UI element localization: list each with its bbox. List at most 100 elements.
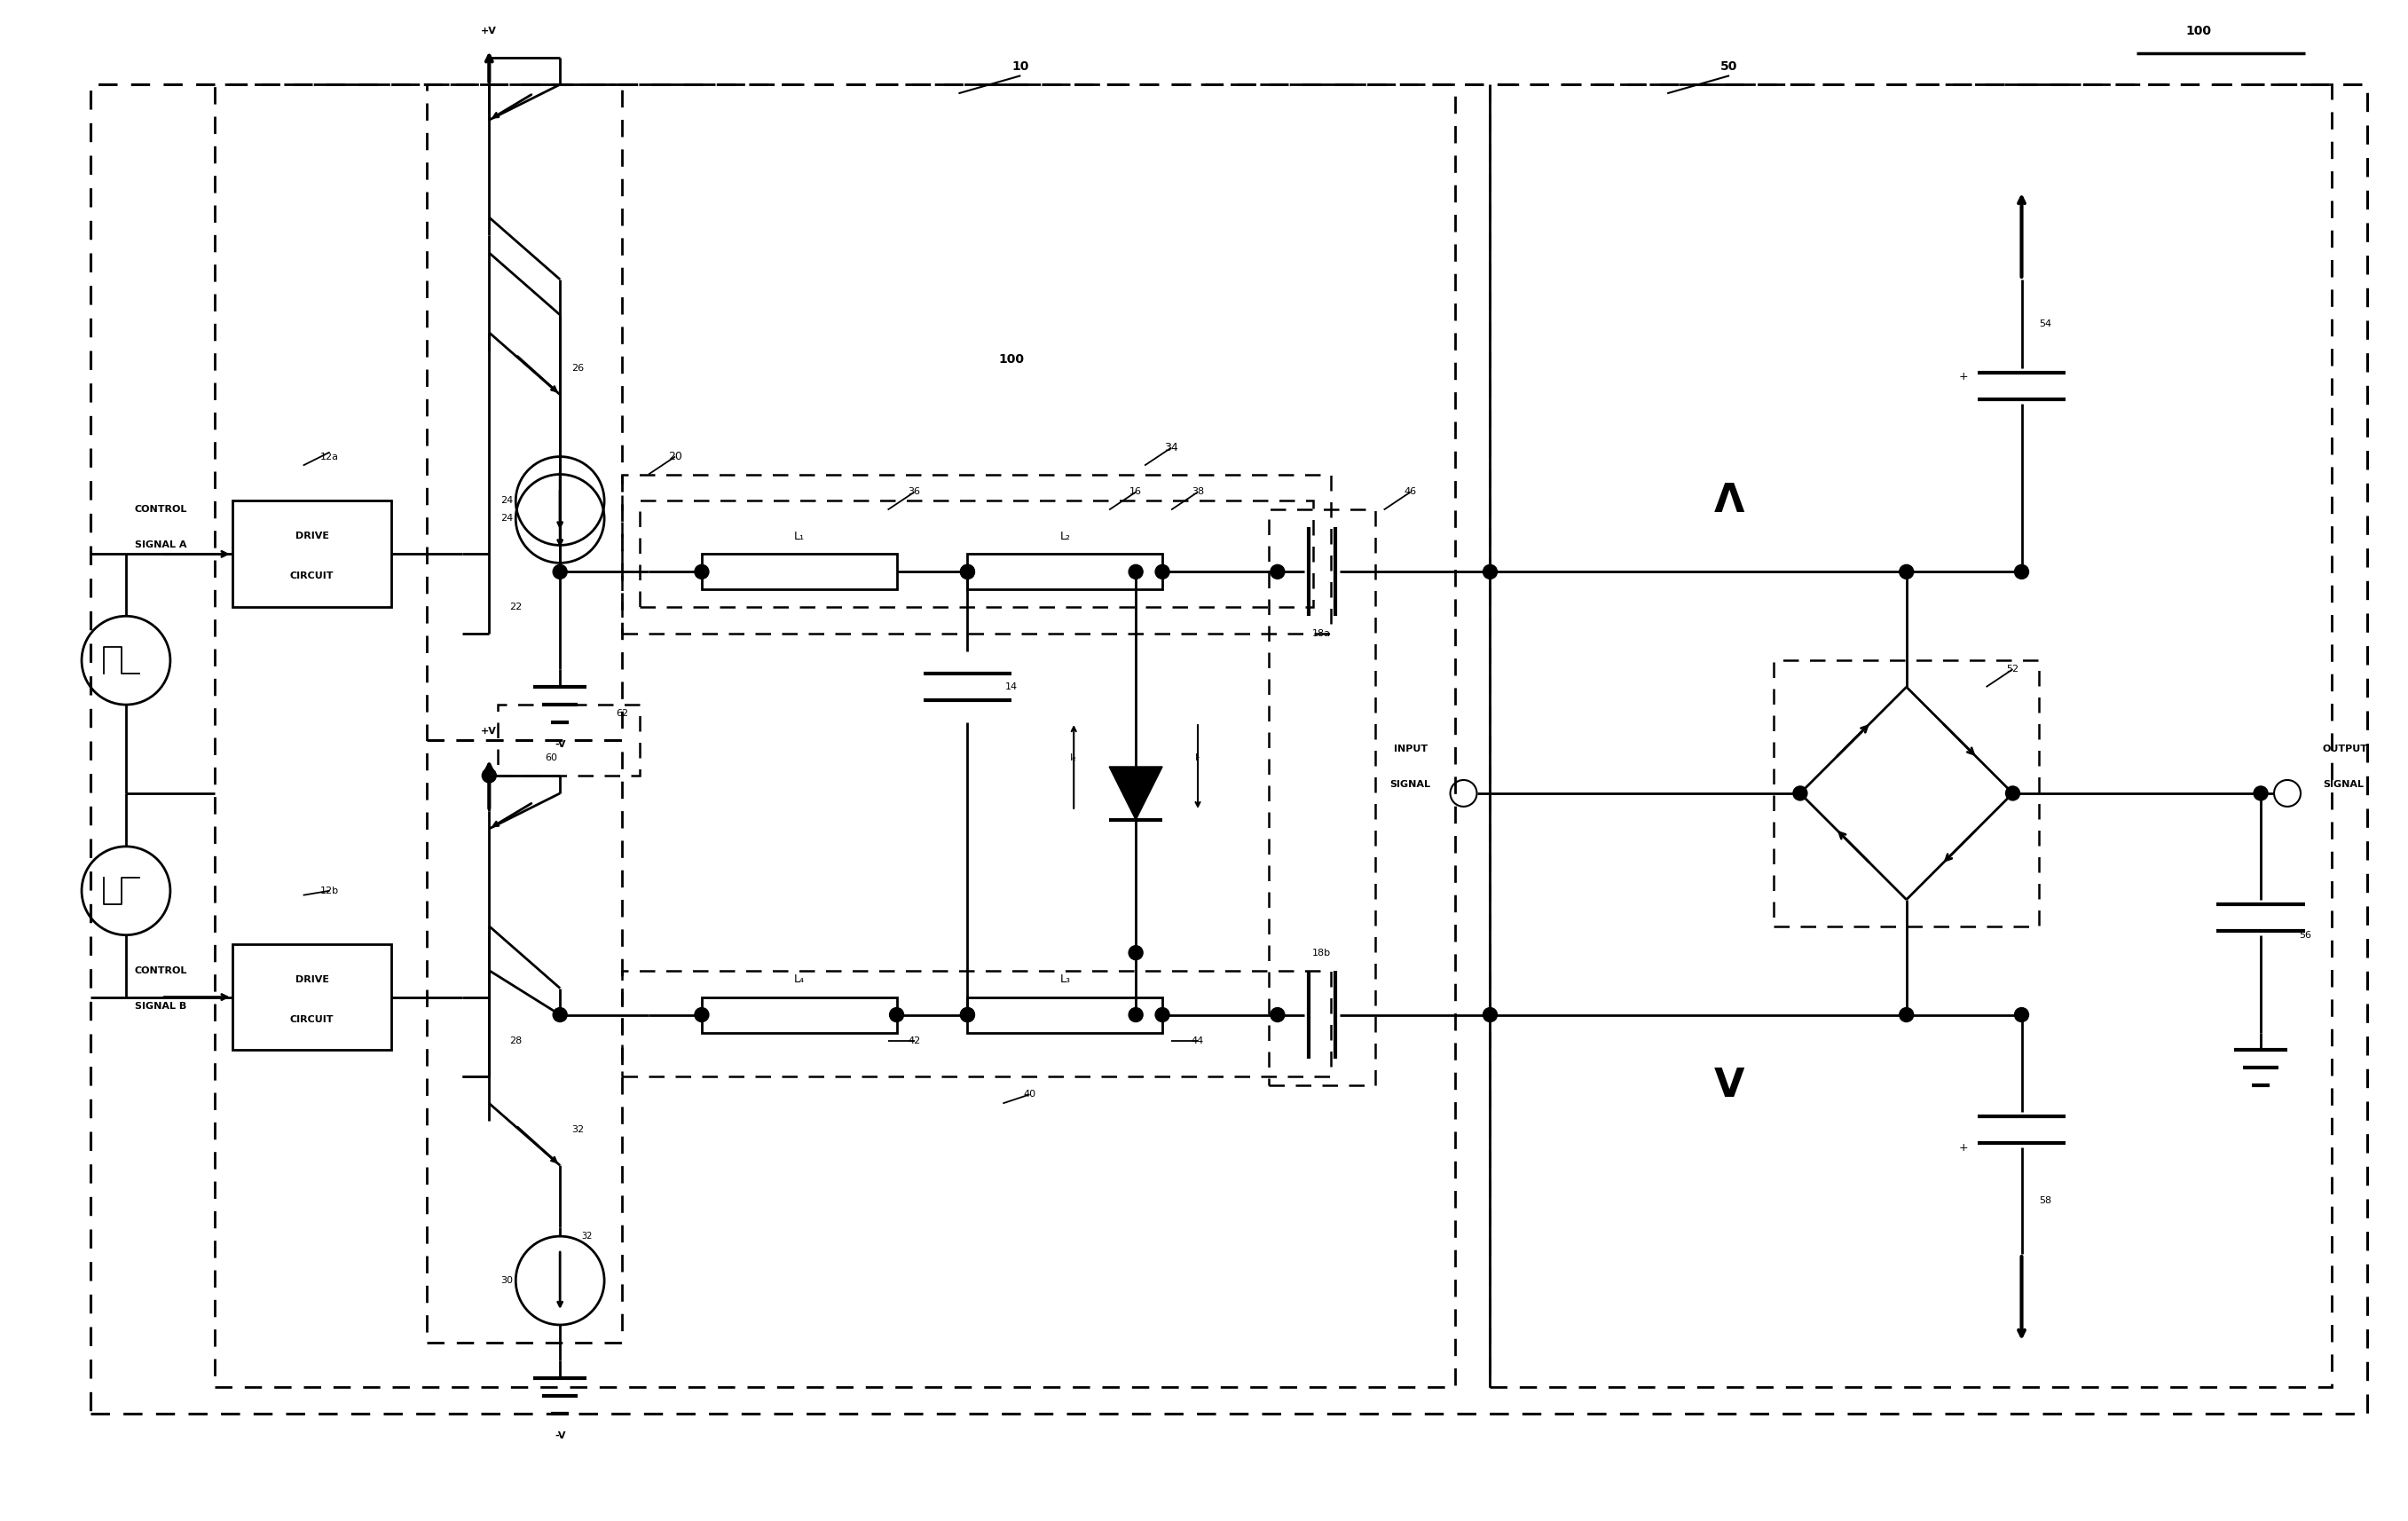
Text: 60: 60 xyxy=(544,753,556,762)
Bar xyxy=(1491,85,2331,1387)
Circle shape xyxy=(1900,564,1914,580)
Text: 56: 56 xyxy=(2300,931,2312,940)
Text: L₃: L₃ xyxy=(1060,973,1069,986)
Text: 36: 36 xyxy=(908,488,920,496)
Circle shape xyxy=(961,564,975,580)
Bar xyxy=(426,741,621,1343)
Text: V: V xyxy=(1714,1066,1743,1104)
Text: +: + xyxy=(1960,1142,1967,1153)
Circle shape xyxy=(694,1008,708,1022)
Text: 10: 10 xyxy=(1011,61,1028,73)
Text: 16: 16 xyxy=(1129,488,1141,496)
Text: DRIVE: DRIVE xyxy=(296,532,330,541)
Text: 22: 22 xyxy=(510,602,523,611)
Text: 58: 58 xyxy=(2040,1197,2052,1205)
Bar xyxy=(968,554,1163,590)
Text: L₁: L₁ xyxy=(795,531,804,541)
Text: +V: +V xyxy=(482,27,496,37)
Text: 52: 52 xyxy=(2006,665,2018,674)
Text: CIRCUIT: CIRCUIT xyxy=(289,572,335,581)
Text: 32: 32 xyxy=(580,1232,592,1241)
Text: CONTROL: CONTROL xyxy=(135,505,188,514)
Text: SIGNAL: SIGNAL xyxy=(1389,780,1430,789)
Circle shape xyxy=(554,564,568,580)
Text: SIGNAL B: SIGNAL B xyxy=(135,1001,185,1010)
Text: 100: 100 xyxy=(999,353,1026,365)
Text: 18a: 18a xyxy=(1312,630,1332,639)
Text: 46: 46 xyxy=(1404,488,1416,496)
Circle shape xyxy=(1156,1008,1170,1022)
Bar xyxy=(426,85,621,741)
Text: 12a: 12a xyxy=(320,452,340,461)
Text: -V: -V xyxy=(554,741,566,748)
Circle shape xyxy=(1794,786,1808,800)
Text: 40: 40 xyxy=(1023,1091,1035,1100)
Text: 34: 34 xyxy=(1163,443,1178,453)
Bar xyxy=(621,970,1332,1077)
Text: SIGNAL: SIGNAL xyxy=(2324,780,2365,789)
Circle shape xyxy=(2015,564,2028,580)
Bar xyxy=(498,704,641,776)
Bar xyxy=(1775,660,2040,926)
Text: 42: 42 xyxy=(908,1037,920,1046)
Bar xyxy=(701,998,896,1033)
Text: 26: 26 xyxy=(571,364,585,373)
Text: 44: 44 xyxy=(1192,1037,1204,1046)
Text: Iₑ: Iₑ xyxy=(1069,753,1076,762)
Circle shape xyxy=(694,564,708,580)
Text: 14: 14 xyxy=(1007,683,1019,692)
Circle shape xyxy=(1900,1008,1914,1022)
Bar xyxy=(231,945,393,1049)
Text: -V: -V xyxy=(554,1431,566,1440)
Text: 12b: 12b xyxy=(320,887,340,896)
Text: +V: +V xyxy=(482,727,496,736)
Polygon shape xyxy=(1110,767,1163,820)
Text: 30: 30 xyxy=(501,1276,513,1285)
Text: Λ: Λ xyxy=(1714,482,1743,520)
Text: L₂: L₂ xyxy=(1060,531,1069,541)
Circle shape xyxy=(1271,1008,1283,1022)
Text: +: + xyxy=(1960,371,1967,383)
Circle shape xyxy=(1483,564,1498,580)
Circle shape xyxy=(482,768,496,783)
Circle shape xyxy=(961,1008,975,1022)
Circle shape xyxy=(961,1008,975,1022)
Text: INPUT: INPUT xyxy=(1394,745,1428,753)
Text: OUTPUT: OUTPUT xyxy=(2324,745,2367,753)
Circle shape xyxy=(889,1008,903,1022)
Text: DRIVE: DRIVE xyxy=(296,975,330,984)
Text: CONTROL: CONTROL xyxy=(135,966,188,975)
Bar xyxy=(641,500,1312,607)
Text: CIRCUIT: CIRCUIT xyxy=(289,1015,335,1024)
Bar xyxy=(1269,510,1375,1086)
Text: 20: 20 xyxy=(667,450,681,462)
Text: 24: 24 xyxy=(501,496,513,505)
Text: SIGNAL A: SIGNAL A xyxy=(135,541,188,549)
Bar xyxy=(231,500,393,607)
Circle shape xyxy=(1271,564,1283,580)
Text: 100: 100 xyxy=(2186,26,2211,38)
Circle shape xyxy=(1129,564,1144,580)
Text: Iᵣ: Iᵣ xyxy=(1194,753,1202,762)
Text: L₄: L₄ xyxy=(795,973,804,986)
Circle shape xyxy=(2006,786,2020,800)
Bar xyxy=(92,85,2367,1413)
Bar xyxy=(621,475,1332,634)
Text: 38: 38 xyxy=(1192,488,1204,496)
Text: 50: 50 xyxy=(1722,61,1739,73)
Text: 54: 54 xyxy=(2040,319,2052,329)
Circle shape xyxy=(1156,564,1170,580)
Text: 28: 28 xyxy=(510,1037,523,1046)
Bar xyxy=(968,998,1163,1033)
Circle shape xyxy=(1483,1008,1498,1022)
Circle shape xyxy=(1129,946,1144,960)
Text: 24: 24 xyxy=(501,514,513,523)
Circle shape xyxy=(2015,1008,2028,1022)
Circle shape xyxy=(1129,1008,1144,1022)
Bar xyxy=(701,554,896,590)
Text: 32: 32 xyxy=(571,1126,585,1135)
Circle shape xyxy=(2254,786,2268,800)
Circle shape xyxy=(961,564,975,580)
Circle shape xyxy=(554,1008,568,1022)
Text: 18b: 18b xyxy=(1312,948,1332,957)
